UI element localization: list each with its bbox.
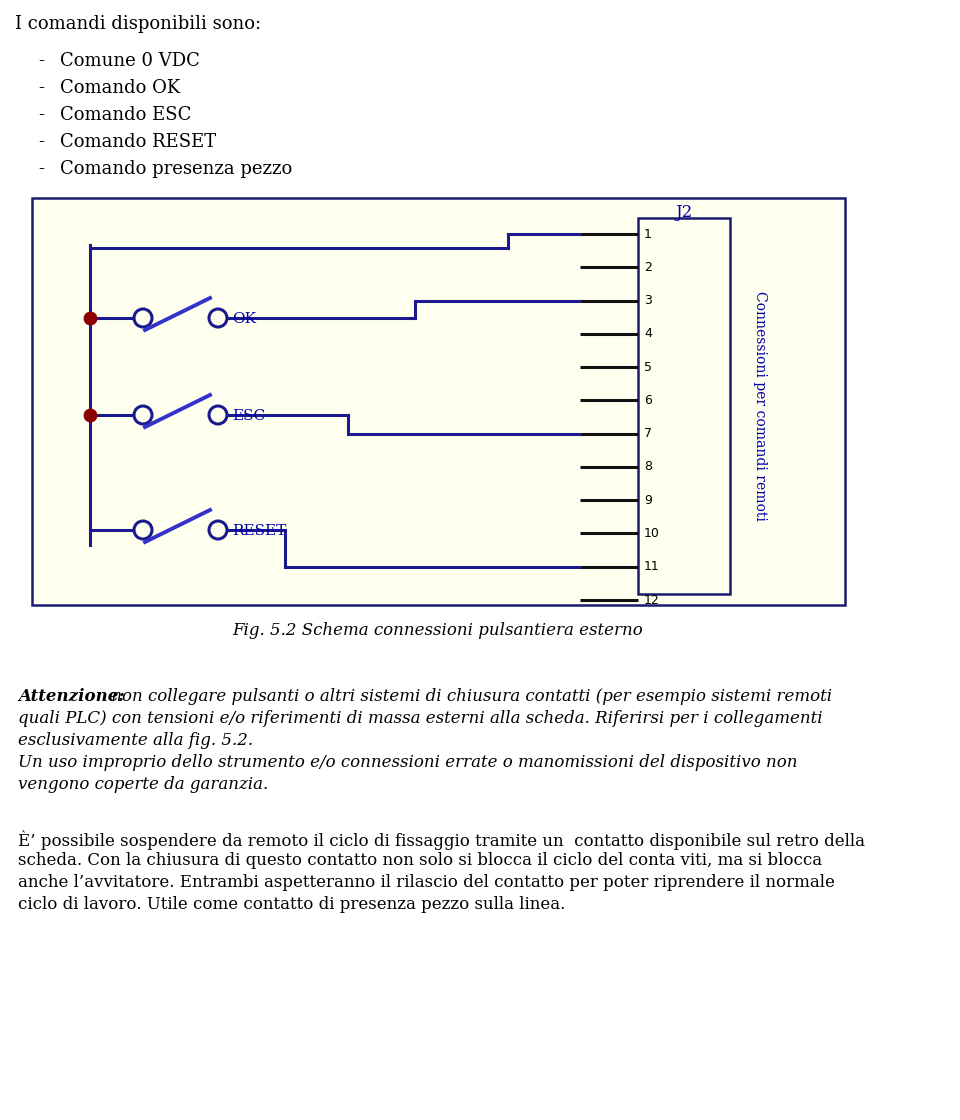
- Text: 5: 5: [644, 361, 652, 374]
- Text: 10: 10: [644, 526, 660, 540]
- Text: ESC: ESC: [232, 409, 265, 423]
- Text: Comando OK: Comando OK: [60, 80, 180, 97]
- Text: -: -: [38, 52, 44, 69]
- Text: Attenzione:: Attenzione:: [18, 688, 125, 704]
- Text: -: -: [38, 80, 44, 97]
- Text: 2: 2: [644, 261, 652, 273]
- Text: 6: 6: [644, 394, 652, 407]
- Text: Fig. 5.2 Schema connessioni pulsantiera esterno: Fig. 5.2 Schema connessioni pulsantiera …: [232, 622, 643, 640]
- Text: 7: 7: [644, 427, 652, 440]
- Text: 1: 1: [644, 227, 652, 241]
- Text: Comando RESET: Comando RESET: [60, 133, 216, 151]
- Text: 12: 12: [644, 594, 660, 607]
- Bar: [32, 198, 845, 605]
- Text: OK: OK: [232, 312, 256, 326]
- Text: anche l’avvitatore. Entrambi aspetteranno il rilascio del contatto per poter rip: anche l’avvitatore. Entrambi aspetterann…: [18, 874, 835, 892]
- Text: esclusivamente alla fig. 5.2.: esclusivamente alla fig. 5.2.: [18, 732, 253, 749]
- Text: 3: 3: [644, 295, 652, 307]
- Text: vengono coperte da garanzia.: vengono coperte da garanzia.: [18, 776, 268, 793]
- Text: -: -: [38, 133, 44, 151]
- Text: ciclo di lavoro. Utile come contatto di presenza pezzo sulla linea.: ciclo di lavoro. Utile come contatto di …: [18, 896, 565, 913]
- Text: 11: 11: [644, 560, 660, 573]
- Text: I comandi disponibili sono:: I comandi disponibili sono:: [15, 15, 261, 32]
- Text: 4: 4: [644, 327, 652, 340]
- Text: -: -: [38, 106, 44, 124]
- Text: J2: J2: [676, 204, 692, 221]
- Text: Comando ESC: Comando ESC: [60, 106, 191, 124]
- Text: È’ possibile sospendere da remoto il ciclo di fissaggio tramite un  contatto dis: È’ possibile sospendere da remoto il cic…: [18, 830, 865, 849]
- Text: 8: 8: [644, 460, 652, 474]
- Text: quali PLC) con tensioni e/o riferimenti di massa esterni alla scheda. Riferirsi : quali PLC) con tensioni e/o riferimenti …: [18, 710, 823, 727]
- Text: 9: 9: [644, 494, 652, 506]
- Text: non collegare pulsanti o altri sistemi di chiusura contatti (per esempio sistemi: non collegare pulsanti o altri sistemi d…: [106, 688, 832, 704]
- Text: Connessioni per comandi remoti: Connessioni per comandi remoti: [753, 291, 767, 521]
- Text: -: -: [38, 160, 44, 178]
- Text: scheda. Con la chiusura di questo contatto non solo si blocca il ciclo del conta: scheda. Con la chiusura di questo contat…: [18, 852, 822, 869]
- Text: Un uso improprio dello strumento e/o connessioni errate o manomissioni del dispo: Un uso improprio dello strumento e/o con…: [18, 754, 798, 771]
- Text: RESET: RESET: [232, 524, 286, 538]
- Text: Comando presenza pezzo: Comando presenza pezzo: [60, 160, 292, 178]
- Text: Comune 0 VDC: Comune 0 VDC: [60, 52, 200, 69]
- Bar: [638, 218, 730, 594]
